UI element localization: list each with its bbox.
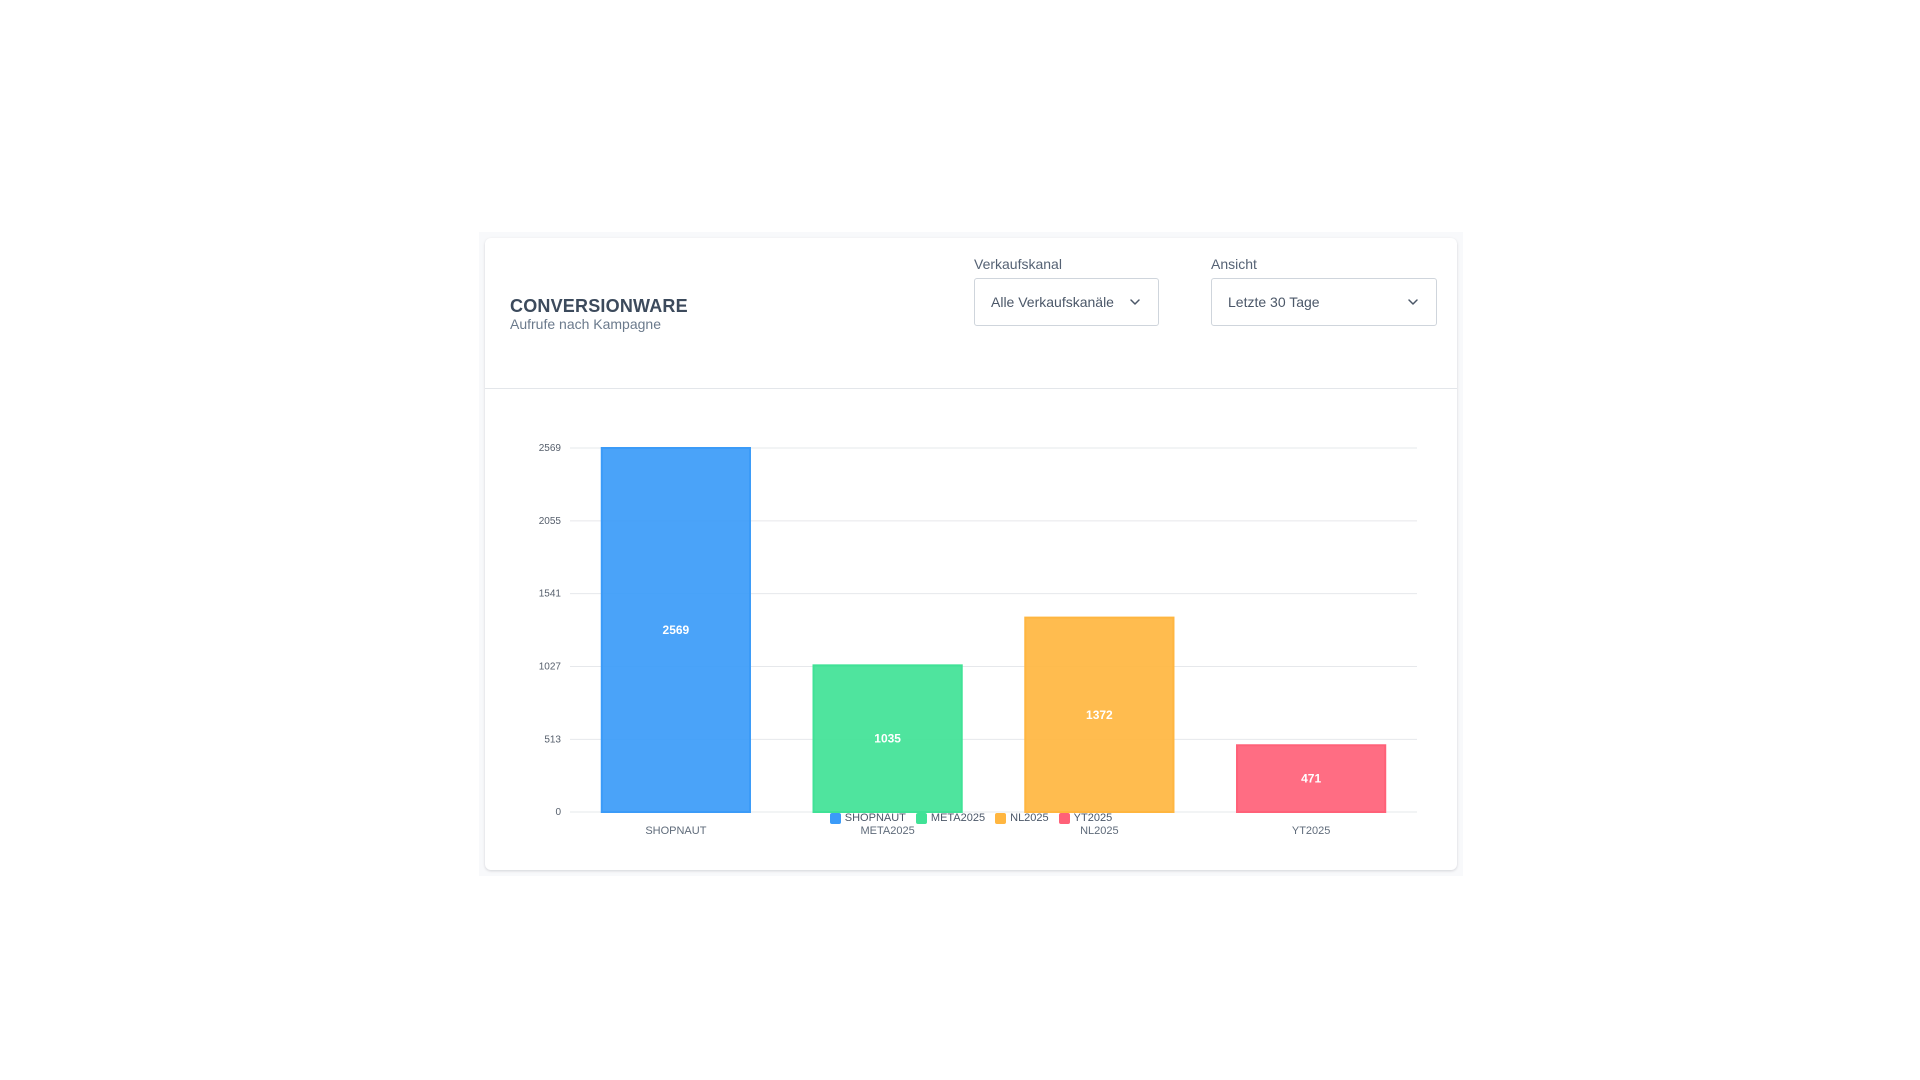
chevron-down-icon xyxy=(1130,299,1140,305)
view-select[interactable]: Letzte 30 Tage xyxy=(1211,278,1437,326)
legend-item[interactable]: YT2025 xyxy=(1058,812,1113,824)
bar-value-label: 1035 xyxy=(874,732,901,746)
bar-chart: 0 513 1027 1541 2055 2569 2569 SHOPNAUT 1035 META… xyxy=(539,443,1417,837)
view-filter-label: Ansicht xyxy=(1211,256,1257,272)
chart-area: 0 513 1027 1541 2055 2569 2569 SHOPNAUT 1035 META… xyxy=(485,390,1457,870)
x-tick-label: META2025 xyxy=(861,825,915,837)
y-tick-label: 1541 xyxy=(539,589,562,600)
y-tick-label: 2055 xyxy=(539,516,562,527)
bar-yt2025 xyxy=(1236,744,1387,814)
x-tick-label: SHOPNAUT xyxy=(645,825,706,837)
card-header: CONVERSIONWARE Aufrufe nach Kampagne Ver… xyxy=(485,238,1457,389)
chart-subtitle: Aufrufe nach Kampagne xyxy=(510,316,661,332)
x-tick-label: NL2025 xyxy=(1080,825,1119,837)
bar-nl2025 xyxy=(1024,616,1175,813)
chart-stage: CONVERSIONWARE Aufrufe nach Kampagne Ver… xyxy=(479,232,1463,876)
bar-value-label: 471 xyxy=(1301,772,1321,786)
chart-card: CONVERSIONWARE Aufrufe nach Kampagne Ver… xyxy=(485,238,1457,870)
chart-legend: SHOPNAUT META2025 NL2025 YT2025 xyxy=(485,812,1457,824)
legend-label: SHOPNAUT xyxy=(844,812,906,824)
y-tick-label: 1027 xyxy=(539,661,562,672)
y-tick-label: 0 xyxy=(555,807,561,818)
channel-select[interactable]: Alle Verkaufskanäle xyxy=(974,278,1159,326)
x-tick-label: YT2025 xyxy=(1292,825,1331,837)
bar-value-label: 2569 xyxy=(663,623,690,637)
view-select-value: Letzte 30 Tage xyxy=(1228,294,1320,310)
y-tick-label: 513 xyxy=(544,734,561,745)
legend-item[interactable]: NL2025 xyxy=(995,812,1049,824)
bar-shopnaut xyxy=(600,447,751,813)
legend-item[interactable]: SHOPNAUT xyxy=(829,812,906,824)
legend-swatch xyxy=(1058,812,1070,824)
legend-swatch xyxy=(915,812,927,824)
legend-swatch xyxy=(829,812,841,824)
bar-value-label: 1372 xyxy=(1086,708,1113,722)
channel-select-value: Alle Verkaufskanäle xyxy=(991,294,1114,310)
y-tick-label: 2569 xyxy=(539,443,562,454)
chevron-down-icon xyxy=(1408,299,1418,305)
legend-label: META2025 xyxy=(930,812,986,824)
bar-meta2025 xyxy=(812,664,963,813)
legend-label: NL2025 xyxy=(1010,812,1049,824)
legend-item[interactable]: META2025 xyxy=(915,812,986,824)
legend-label: YT2025 xyxy=(1073,812,1113,824)
chart-title: CONVERSIONWARE xyxy=(510,296,688,316)
channel-filter-label: Verkaufskanal xyxy=(974,256,1062,272)
legend-swatch xyxy=(995,812,1007,824)
